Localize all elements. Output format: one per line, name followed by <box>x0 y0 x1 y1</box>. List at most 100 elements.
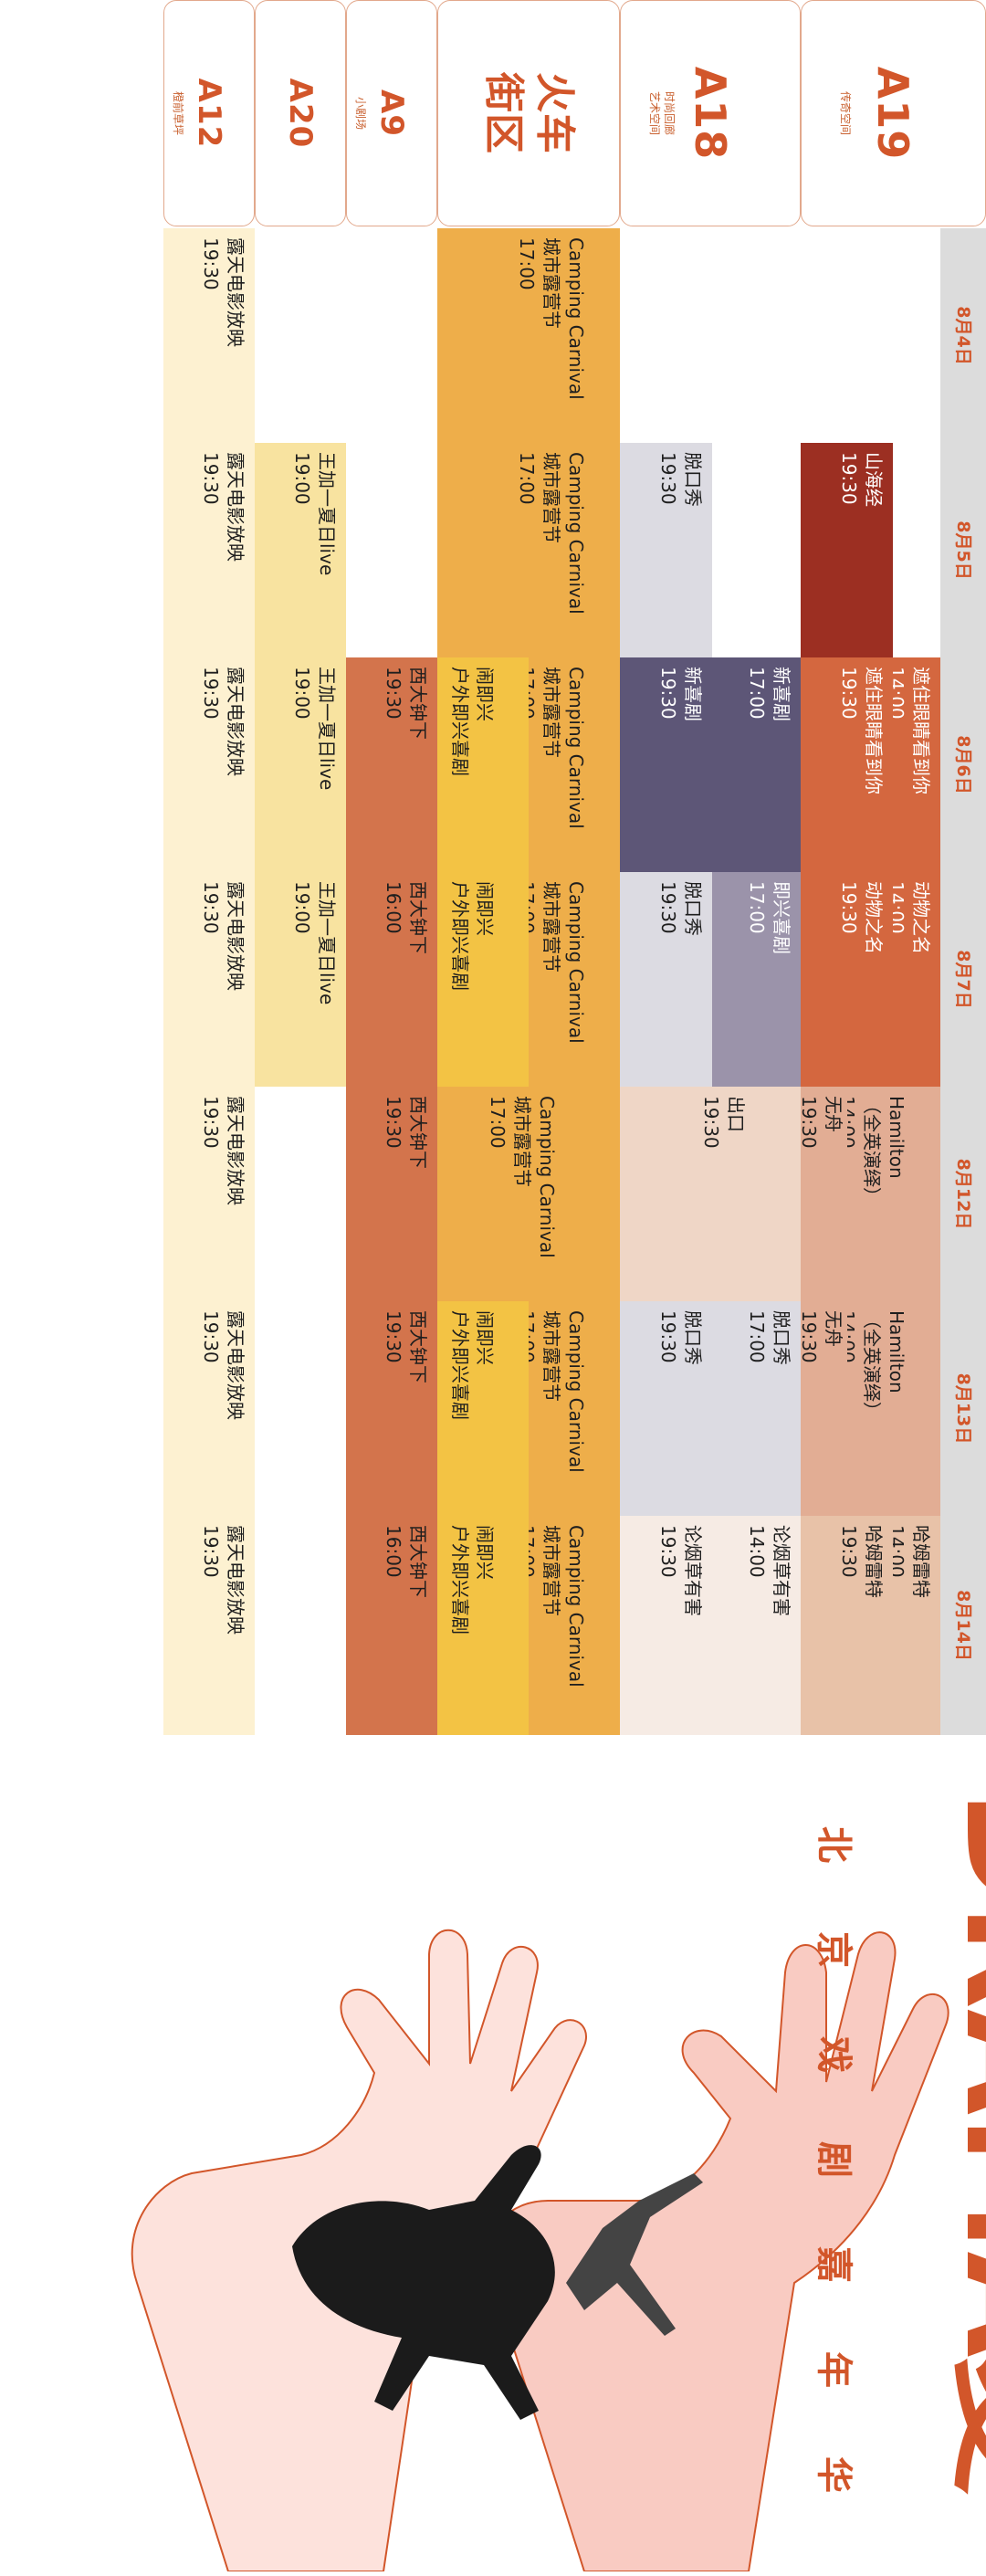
event-cell: 脱口秀 19:30 <box>620 443 712 657</box>
event-time: 19:30 <box>657 1525 679 1578</box>
event-cell: 闹即兴 户外即兴喜剧 <box>437 657 529 872</box>
poster-subtitle-char: 戏 <box>813 2036 855 2073</box>
event-title: 论烟草有害 <box>682 1525 704 1616</box>
event-title: 脱口秀 <box>682 452 704 507</box>
event-title: 脱口秀 <box>682 881 704 936</box>
event-cell: 新喜剧 19:30 <box>620 657 712 872</box>
event-time: 19:30 <box>838 1525 860 1578</box>
event-title: Camping Carnival 城市露营节 <box>540 1310 587 1473</box>
event-time: 19:30 <box>200 1096 222 1149</box>
date-header-2: 8月5日 <box>940 443 986 657</box>
event-cell: Hamilton （全英演绎） 14:00 <box>836 1087 940 1301</box>
event-title: 闹即兴 户外即兴喜剧 <box>449 881 496 991</box>
event-title: 西大钟下 <box>407 1525 429 1598</box>
event-title: 西大钟下 <box>407 1310 429 1383</box>
event-cell: 露天电影放映 19:30 <box>163 657 255 872</box>
event-cell: 闹即兴 户外即兴喜剧 <box>437 1301 529 1516</box>
event-title: 露天电影放映 <box>225 1525 246 1635</box>
event-title: Hamilton （全英演绎） <box>861 1310 907 1420</box>
event-cell: 论烟草有害 19:30 <box>620 1516 712 1735</box>
poster-subtitle-char: 嘉 <box>813 2246 855 2283</box>
event-title: 王加一夏日live <box>316 881 338 1005</box>
event-cell: 西大钟下 19:30 <box>346 1087 437 1301</box>
venue-code: A20 <box>282 78 319 149</box>
event-cell: 露天电影放映 19:30 <box>163 1087 255 1301</box>
schedule-table: A19 传奇空间 A18 时尚回廊 艺术空间 火车 街区 A9 小剧场 A20 … <box>0 0 986 1735</box>
centaur-illustration <box>292 2145 555 2420</box>
poster-illustration: DRAMA夏 北 京 戏 剧 嘉 年 华 <box>131 1790 986 2572</box>
event-title: 脱口秀 <box>682 1310 704 1365</box>
event-time: 19:00 <box>291 452 313 505</box>
venue-code: A19 <box>868 66 918 161</box>
venue-train: 火车 街区 <box>437 0 620 226</box>
event-cell: 王加一夏日live 19:00 <box>255 657 346 872</box>
poster-artwork: DRAMA夏 北 京 戏 剧 嘉 年 华 <box>0 1772 986 2572</box>
venue-a9: A9 小剧场 <box>346 0 437 226</box>
venue-column: A19 传奇空间 A18 时尚回廊 艺术空间 火车 街区 A9 小剧场 A20 … <box>0 0 986 228</box>
dancer-illustration <box>566 2173 703 2336</box>
event-time: 19:30 <box>700 1096 722 1149</box>
event-time: 16:00 <box>383 1525 404 1578</box>
poster-logo: DRAMA夏 <box>935 1790 986 2495</box>
event-title: 遮住眼睛看到你 <box>863 667 885 794</box>
poster-subtitle: 北 京 戏 剧 嘉 年 华 <box>813 1826 855 2493</box>
event-time: 14:00 <box>746 1525 768 1578</box>
event-title: 脱口秀 <box>771 1310 792 1365</box>
venue-sub: 小剧场 <box>354 96 367 130</box>
event-title: Hamilton （全英演绎） <box>861 1096 907 1205</box>
event-cell: 无舟 19:30 <box>798 1087 847 1301</box>
event-time: 17:00 <box>487 1096 509 1149</box>
event-title: Camping Carnival 城市露营节 <box>540 452 587 615</box>
event-time: 17:00 <box>516 452 538 505</box>
event-cell: 王加一夏日live 19:00 <box>255 872 346 1087</box>
event-cell: Hamilton （全英演绎） 14:00 <box>836 1301 940 1516</box>
event-title: Camping Carnival 城市露营节 <box>540 1525 587 1688</box>
date-header-5: 8月12日 <box>940 1087 986 1301</box>
event-time: 19:30 <box>838 452 860 505</box>
event-cell: 即兴喜剧 17:00 <box>712 872 801 1087</box>
event-title: 新喜剧 <box>682 667 704 721</box>
event-cell: 露天电影放映 19:30 <box>163 443 255 657</box>
event-cell: 王加一夏日live 19:00 <box>255 443 346 657</box>
event-time: 19:30 <box>200 667 222 720</box>
event-title: 露天电影放映 <box>225 667 246 776</box>
event-title: 新喜剧 <box>771 667 792 721</box>
event-time: 19:30 <box>657 881 679 934</box>
event-cell: 脱口秀 19:30 <box>620 872 712 1087</box>
event-time: 17:00 <box>746 1310 768 1363</box>
event-title: 无舟 <box>823 1310 844 1347</box>
venue-sub: 橙前草坪 <box>172 90 184 135</box>
event-title: 哈姆雷特 <box>863 1525 885 1598</box>
event-cell: 遮住眼睛看到你 19:30 <box>801 657 893 872</box>
venue-a12: A12 橙前草坪 <box>163 0 255 226</box>
poster-subtitle-char: 华 <box>813 2456 855 2493</box>
event-cell: 出口 19:30 <box>620 1087 801 1301</box>
event-time: 19:30 <box>657 452 679 505</box>
event-cell: 哈姆雷特 19:30 <box>801 1516 893 1735</box>
event-cell: 动物之名 19:30 <box>801 872 893 1087</box>
event-cell: 闹即兴 户外即兴喜剧 <box>437 872 529 1087</box>
event-cell: 论烟草有害 14:00 <box>712 1516 801 1735</box>
event-title: 西大钟下 <box>407 881 429 954</box>
event-time: 17:00 <box>516 237 538 290</box>
event-time: 19:30 <box>200 881 222 934</box>
event-time: 19:00 <box>291 881 313 934</box>
event-time: 19:30 <box>383 1310 404 1363</box>
event-time: 19:30 <box>838 667 860 720</box>
venue-code: A9 <box>373 89 410 137</box>
venue-code: A12 <box>191 78 227 149</box>
event-time: 19:30 <box>200 1525 222 1578</box>
event-title: 动物之名 <box>863 881 885 954</box>
date-header-7: 8月14日 <box>940 1516 986 1735</box>
event-time: 17:00 <box>746 881 768 934</box>
venue-a20: A20 <box>255 0 346 226</box>
event-cell: 露天电影放映 19:30 <box>163 228 255 443</box>
event-title: 闹即兴 户外即兴喜剧 <box>449 1525 496 1635</box>
event-title: 论烟草有害 <box>771 1525 792 1616</box>
event-cell: 露天电影放映 19:30 <box>163 1516 255 1735</box>
event-cell: 脱口秀 19:30 <box>620 1301 712 1516</box>
poster-subtitle-char: 年 <box>813 2351 855 2388</box>
